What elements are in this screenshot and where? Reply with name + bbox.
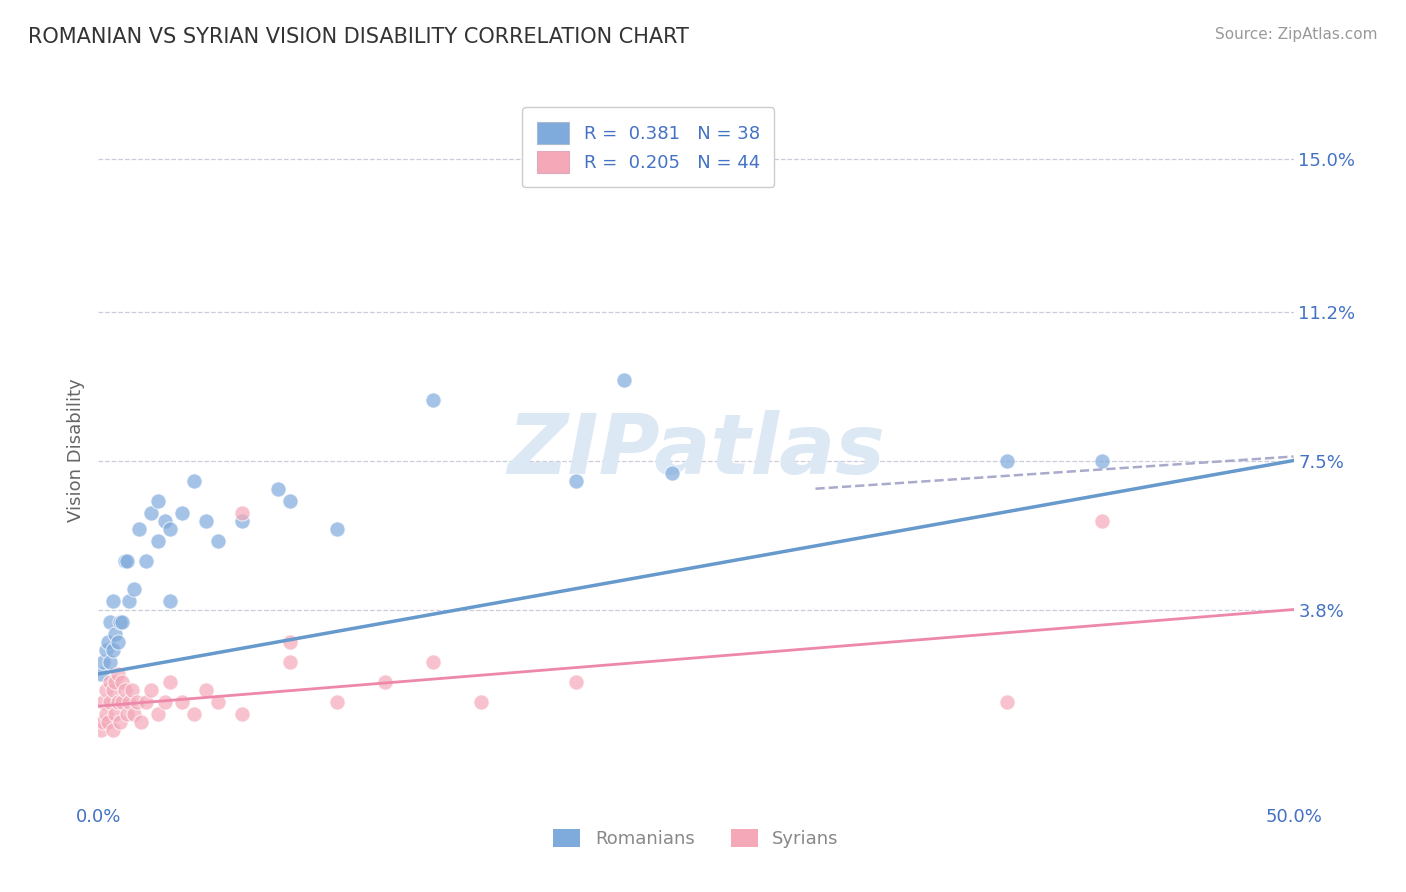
Legend: Romanians, Syrians: Romanians, Syrians — [544, 820, 848, 857]
Point — [97, 715, 120, 730]
Point — [148, 493, 170, 508]
Point — [91, 695, 114, 709]
Point — [183, 474, 205, 488]
Point — [135, 554, 157, 568]
Point — [111, 695, 134, 709]
Point — [139, 506, 162, 520]
Point — [470, 695, 492, 709]
Point — [278, 655, 301, 669]
Point — [101, 683, 124, 698]
Point — [131, 715, 153, 730]
Y-axis label: Vision Disability: Vision Disability — [66, 378, 84, 523]
Point — [207, 534, 229, 549]
Point — [108, 615, 131, 629]
Point — [172, 695, 194, 709]
Point — [326, 695, 349, 709]
Point — [114, 554, 136, 568]
Point — [148, 707, 170, 722]
Point — [98, 695, 122, 709]
Point — [135, 695, 157, 709]
Point — [231, 514, 253, 528]
Point — [278, 634, 301, 648]
Point — [118, 594, 141, 608]
Point — [101, 642, 124, 657]
Point — [90, 667, 112, 681]
Point — [159, 594, 181, 608]
Point — [91, 655, 114, 669]
Point — [94, 707, 117, 722]
Point — [94, 683, 117, 698]
Point — [104, 707, 127, 722]
Point — [422, 655, 444, 669]
Point — [94, 642, 117, 657]
Text: ROMANIAN VS SYRIAN VISION DISABILITY CORRELATION CHART: ROMANIAN VS SYRIAN VISION DISABILITY COR… — [28, 27, 689, 46]
Point — [195, 683, 218, 698]
Point — [115, 707, 138, 722]
Point — [231, 707, 253, 722]
Point — [124, 707, 146, 722]
Point — [155, 695, 177, 709]
Point — [98, 675, 122, 690]
Point — [995, 695, 1018, 709]
Point — [995, 453, 1018, 467]
Point — [111, 675, 134, 690]
Point — [101, 594, 124, 608]
Point — [267, 482, 290, 496]
Point — [128, 522, 150, 536]
Point — [118, 695, 141, 709]
Point — [155, 514, 177, 528]
Point — [111, 615, 134, 629]
Point — [125, 695, 148, 709]
Point — [107, 667, 129, 681]
Point — [108, 715, 131, 730]
Point — [231, 506, 253, 520]
Point — [1091, 514, 1114, 528]
Point — [101, 723, 124, 738]
Point — [98, 655, 122, 669]
Point — [107, 634, 129, 648]
Point — [139, 683, 162, 698]
Point — [91, 715, 114, 730]
Point — [422, 393, 444, 408]
Text: ZIPatlas: ZIPatlas — [508, 410, 884, 491]
Point — [565, 675, 588, 690]
Point — [613, 373, 636, 387]
Point — [124, 582, 146, 597]
Point — [107, 695, 129, 709]
Point — [207, 695, 229, 709]
Point — [661, 466, 683, 480]
Point — [104, 675, 127, 690]
Text: Source: ZipAtlas.com: Source: ZipAtlas.com — [1215, 27, 1378, 42]
Point — [97, 634, 120, 648]
Point — [278, 493, 301, 508]
Point — [195, 514, 218, 528]
Point — [104, 626, 127, 640]
Point — [115, 554, 138, 568]
Point — [159, 675, 181, 690]
Point — [159, 522, 181, 536]
Point — [121, 683, 143, 698]
Point — [98, 615, 122, 629]
Point — [172, 506, 194, 520]
Point — [148, 534, 170, 549]
Point — [374, 675, 396, 690]
Point — [565, 474, 588, 488]
Point — [90, 723, 112, 738]
Point — [183, 707, 205, 722]
Point — [114, 683, 136, 698]
Point — [1091, 453, 1114, 467]
Point — [326, 522, 349, 536]
